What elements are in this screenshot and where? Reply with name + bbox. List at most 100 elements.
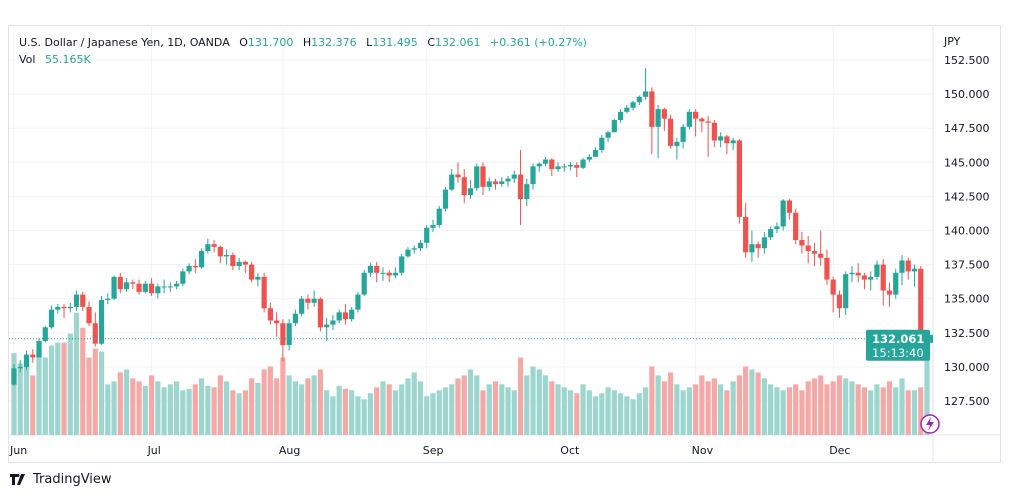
candle-up [849, 272, 855, 275]
candle-down [818, 253, 824, 258]
legend-ohlc-row: U.S. Dollar / Japanese Yen, 1D, OANDA O1… [19, 34, 587, 51]
symbol-title[interactable]: U.S. Dollar / Japanese Yen, 1D, OANDA [19, 36, 230, 49]
volume-bar [880, 387, 886, 435]
volume-bar [718, 384, 724, 435]
candle-down [30, 354, 36, 358]
candle-up [55, 306, 61, 310]
volume-bar [836, 375, 843, 435]
candle-down [148, 283, 155, 294]
volume-bar [843, 378, 849, 435]
candle-up [17, 366, 23, 369]
volume-bar [180, 390, 186, 435]
volume-bar [855, 384, 861, 435]
candle-up [42, 327, 48, 341]
volume-bar [167, 384, 173, 435]
volume-bar [430, 393, 436, 435]
candle-up [499, 181, 505, 185]
candle-down [455, 174, 461, 178]
candle-up [98, 300, 105, 344]
volume-bar [824, 384, 830, 435]
volume-bar [780, 390, 786, 435]
candle-up [205, 244, 211, 251]
candle-up [292, 313, 299, 324]
volume-bar [67, 333, 73, 435]
volume-bar [161, 387, 167, 435]
currency-label: JPY [943, 35, 961, 48]
close-label: C [427, 36, 435, 49]
candle-down [86, 306, 92, 324]
volume-bar [918, 387, 924, 435]
candle-up [768, 229, 774, 238]
volume-bar [98, 351, 105, 435]
candle-down [649, 91, 655, 127]
candle-up [555, 166, 561, 170]
volume-bar [693, 384, 699, 435]
candle-down [492, 181, 499, 185]
open-label: O [239, 36, 248, 49]
price-tick-label: 132.500 [944, 327, 990, 340]
candle-up [73, 294, 80, 307]
candle-up [330, 320, 336, 325]
volume-bar [492, 381, 499, 435]
candle-up [361, 272, 367, 295]
open-value: 131.700 [247, 36, 294, 49]
candle-down [480, 166, 486, 187]
candle-down [786, 200, 793, 213]
volume-bar [874, 384, 880, 435]
tradingview-logo[interactable]: TradingView [10, 472, 112, 487]
candle-down [92, 323, 98, 344]
candle-up [592, 150, 599, 157]
volume-bar [442, 387, 449, 435]
volume-bar [230, 390, 236, 435]
volume-bar [805, 381, 811, 435]
candle-down [918, 268, 924, 344]
volume-bar [317, 369, 324, 435]
candle-down [886, 290, 893, 295]
volume-bar [424, 396, 430, 435]
candle-down [117, 276, 123, 290]
volume-bar [499, 384, 505, 435]
candle-up [430, 225, 436, 228]
volume-bar [774, 387, 780, 435]
candle-up [511, 174, 517, 179]
candle-down [261, 276, 267, 309]
volume-bar [349, 390, 355, 435]
volume-bar [299, 384, 305, 435]
candle-down [61, 306, 67, 309]
price-label-pointer [929, 334, 933, 343]
brand-name: TradingView [33, 472, 112, 487]
candle-down [699, 118, 705, 122]
volume-bar [417, 381, 424, 435]
volume-bar [905, 390, 911, 435]
volume-bar [549, 381, 555, 435]
volume-bar [680, 390, 686, 435]
candle-up [630, 102, 636, 108]
candle-up [655, 109, 661, 127]
candle-up [893, 272, 899, 295]
volume-bar [868, 390, 874, 435]
volume-bar [686, 387, 692, 435]
candle-up [780, 200, 786, 227]
candle-down [461, 177, 467, 196]
candle-down [280, 323, 286, 346]
candle-up [380, 272, 386, 274]
high-value: 132.376 [311, 36, 357, 49]
candle-down [130, 282, 136, 284]
chart-frame [8, 25, 1001, 463]
candle-up [617, 111, 624, 121]
volume-bar [642, 387, 649, 435]
volume-bar [768, 384, 774, 435]
price-tick-label: 145.000 [944, 156, 990, 169]
volume-bar [886, 381, 893, 435]
volume-bar [386, 384, 392, 435]
volume-bar [455, 378, 461, 435]
candle-up [674, 141, 680, 146]
price-tick-label: 152.500 [944, 54, 990, 67]
time-tick-label: Jun [9, 444, 27, 457]
volume-bar [61, 342, 67, 435]
candle-up [474, 166, 480, 189]
candle-down [274, 320, 280, 324]
volume-bar [761, 378, 768, 435]
candle-up [542, 159, 549, 164]
